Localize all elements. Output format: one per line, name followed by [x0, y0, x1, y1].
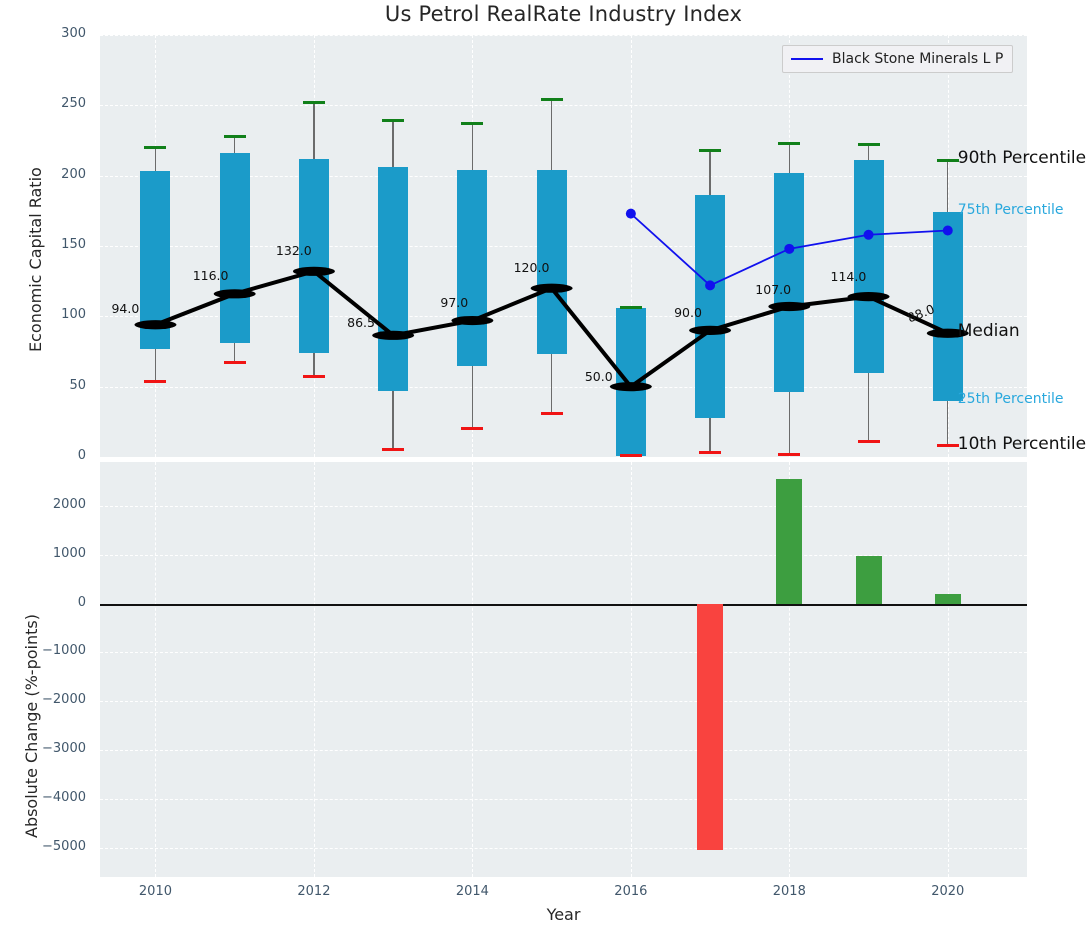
- gridline-horizontal: [100, 554, 1027, 556]
- box-interquartile: [615, 307, 646, 456]
- box-interquartile: [378, 167, 409, 391]
- y-tick-label: −4000: [42, 789, 86, 805]
- p10-cap: [936, 444, 959, 448]
- p10-cap: [461, 427, 484, 431]
- gridline-horizontal: [100, 386, 1027, 388]
- legend-line-swatch: [791, 58, 823, 60]
- x-tick-label: 2016: [614, 884, 648, 899]
- bottom-panel-background: [100, 462, 1027, 877]
- gridline-vertical: [947, 462, 949, 877]
- gridline-vertical: [313, 462, 315, 877]
- y-tick-label: 0: [77, 448, 86, 463]
- percentile-annotation: Median: [957, 321, 1020, 342]
- zero-baseline: [100, 603, 1027, 606]
- p90-cap: [302, 101, 325, 105]
- median-value-label: 94.0: [111, 300, 140, 316]
- box-interquartile: [140, 171, 171, 349]
- gridline-vertical: [472, 462, 474, 877]
- gridline-vertical: [630, 462, 632, 877]
- p10-cap: [619, 454, 642, 458]
- y-tick-label: 2000: [52, 496, 86, 512]
- gridline-horizontal: [100, 798, 1027, 800]
- gridline-horizontal: [100, 750, 1027, 752]
- gridline-horizontal: [100, 701, 1027, 703]
- y-tick-label: 150: [61, 237, 86, 252]
- x-tick-label: 2014: [455, 884, 489, 899]
- gridline-vertical: [155, 462, 157, 877]
- gridline-horizontal: [100, 35, 1027, 36]
- median-value-label: 132.0: [275, 243, 312, 259]
- p10-cap: [223, 361, 246, 365]
- top-y-axis-label: Economic Capital Ratio: [26, 167, 45, 352]
- x-tick-label: 2018: [772, 884, 806, 899]
- median-value-label: 107.0: [755, 282, 792, 298]
- legend-label: Black Stone Minerals L P: [832, 51, 1004, 67]
- y-tick-label: −2000: [42, 692, 86, 708]
- median-value-label: 116.0: [192, 267, 229, 283]
- box-interquartile: [219, 153, 250, 344]
- y-tick-label: 50: [69, 377, 86, 393]
- median-value-label: 97.0: [440, 294, 469, 310]
- gridline-horizontal: [100, 505, 1027, 507]
- median-value-label: 120.0: [513, 260, 550, 276]
- change-bar-positive: [855, 555, 882, 604]
- median-value-label: 90.0: [674, 305, 702, 321]
- x-tick-label: 2020: [931, 884, 965, 899]
- y-tick-label: 250: [61, 96, 86, 112]
- page-title: Us Petrol RealRate Industry Index: [384, 2, 743, 26]
- p10-cap: [382, 448, 405, 452]
- p10-cap: [857, 440, 880, 444]
- p90-cap: [936, 158, 959, 162]
- box-interquartile: [853, 160, 884, 373]
- p10-cap: [302, 375, 325, 379]
- y-tick-label: −1000: [42, 643, 86, 659]
- box-interquartile: [457, 170, 488, 366]
- y-tick-label: −5000: [42, 838, 86, 854]
- x-tick-label: 2010: [138, 884, 172, 899]
- p90-cap: [699, 148, 722, 152]
- p90-cap: [778, 141, 801, 145]
- p10-cap: [540, 411, 563, 415]
- y-tick-label: 200: [61, 166, 86, 182]
- p90-cap: [857, 143, 880, 147]
- median-value-label: 50.0: [584, 368, 613, 384]
- p90-cap: [382, 119, 405, 123]
- y-tick-label: 100: [61, 307, 86, 323]
- x-axis-label: Year: [546, 905, 581, 924]
- p90-cap: [461, 122, 484, 126]
- gridline-horizontal: [100, 105, 1027, 107]
- box-interquartile: [932, 212, 963, 401]
- median-value-label: 86.5: [347, 315, 375, 331]
- p10-cap: [778, 452, 801, 456]
- percentile-annotation: 90th Percentile: [957, 148, 1087, 169]
- p90-cap: [223, 134, 246, 138]
- y-tick-label: −3000: [42, 741, 86, 757]
- median-value-label: 114.0: [830, 268, 867, 284]
- change-bar-negative: [697, 603, 724, 851]
- p10-cap: [144, 379, 167, 383]
- gridline-horizontal: [100, 457, 1027, 458]
- legend[interactable]: Black Stone Minerals L P: [782, 45, 1014, 73]
- p90-cap: [540, 98, 563, 102]
- y-tick-label: 0: [77, 594, 86, 610]
- percentile-annotation: 10th Percentile: [957, 433, 1087, 454]
- p10-cap: [699, 451, 722, 455]
- percentile-annotation: 75th Percentile: [957, 202, 1064, 219]
- change-bar-positive: [934, 594, 961, 604]
- p90-cap: [144, 146, 167, 150]
- gridline-horizontal: [100, 847, 1027, 849]
- p90-cap: [619, 306, 642, 310]
- gridline-vertical: [789, 462, 791, 877]
- gridline-horizontal: [100, 652, 1027, 654]
- change-bar-positive: [776, 479, 803, 604]
- y-tick-label: 300: [61, 26, 86, 41]
- x-tick-label: 2012: [297, 884, 331, 899]
- percentile-annotation: 25th Percentile: [957, 390, 1064, 407]
- y-tick-label: 1000: [52, 545, 86, 561]
